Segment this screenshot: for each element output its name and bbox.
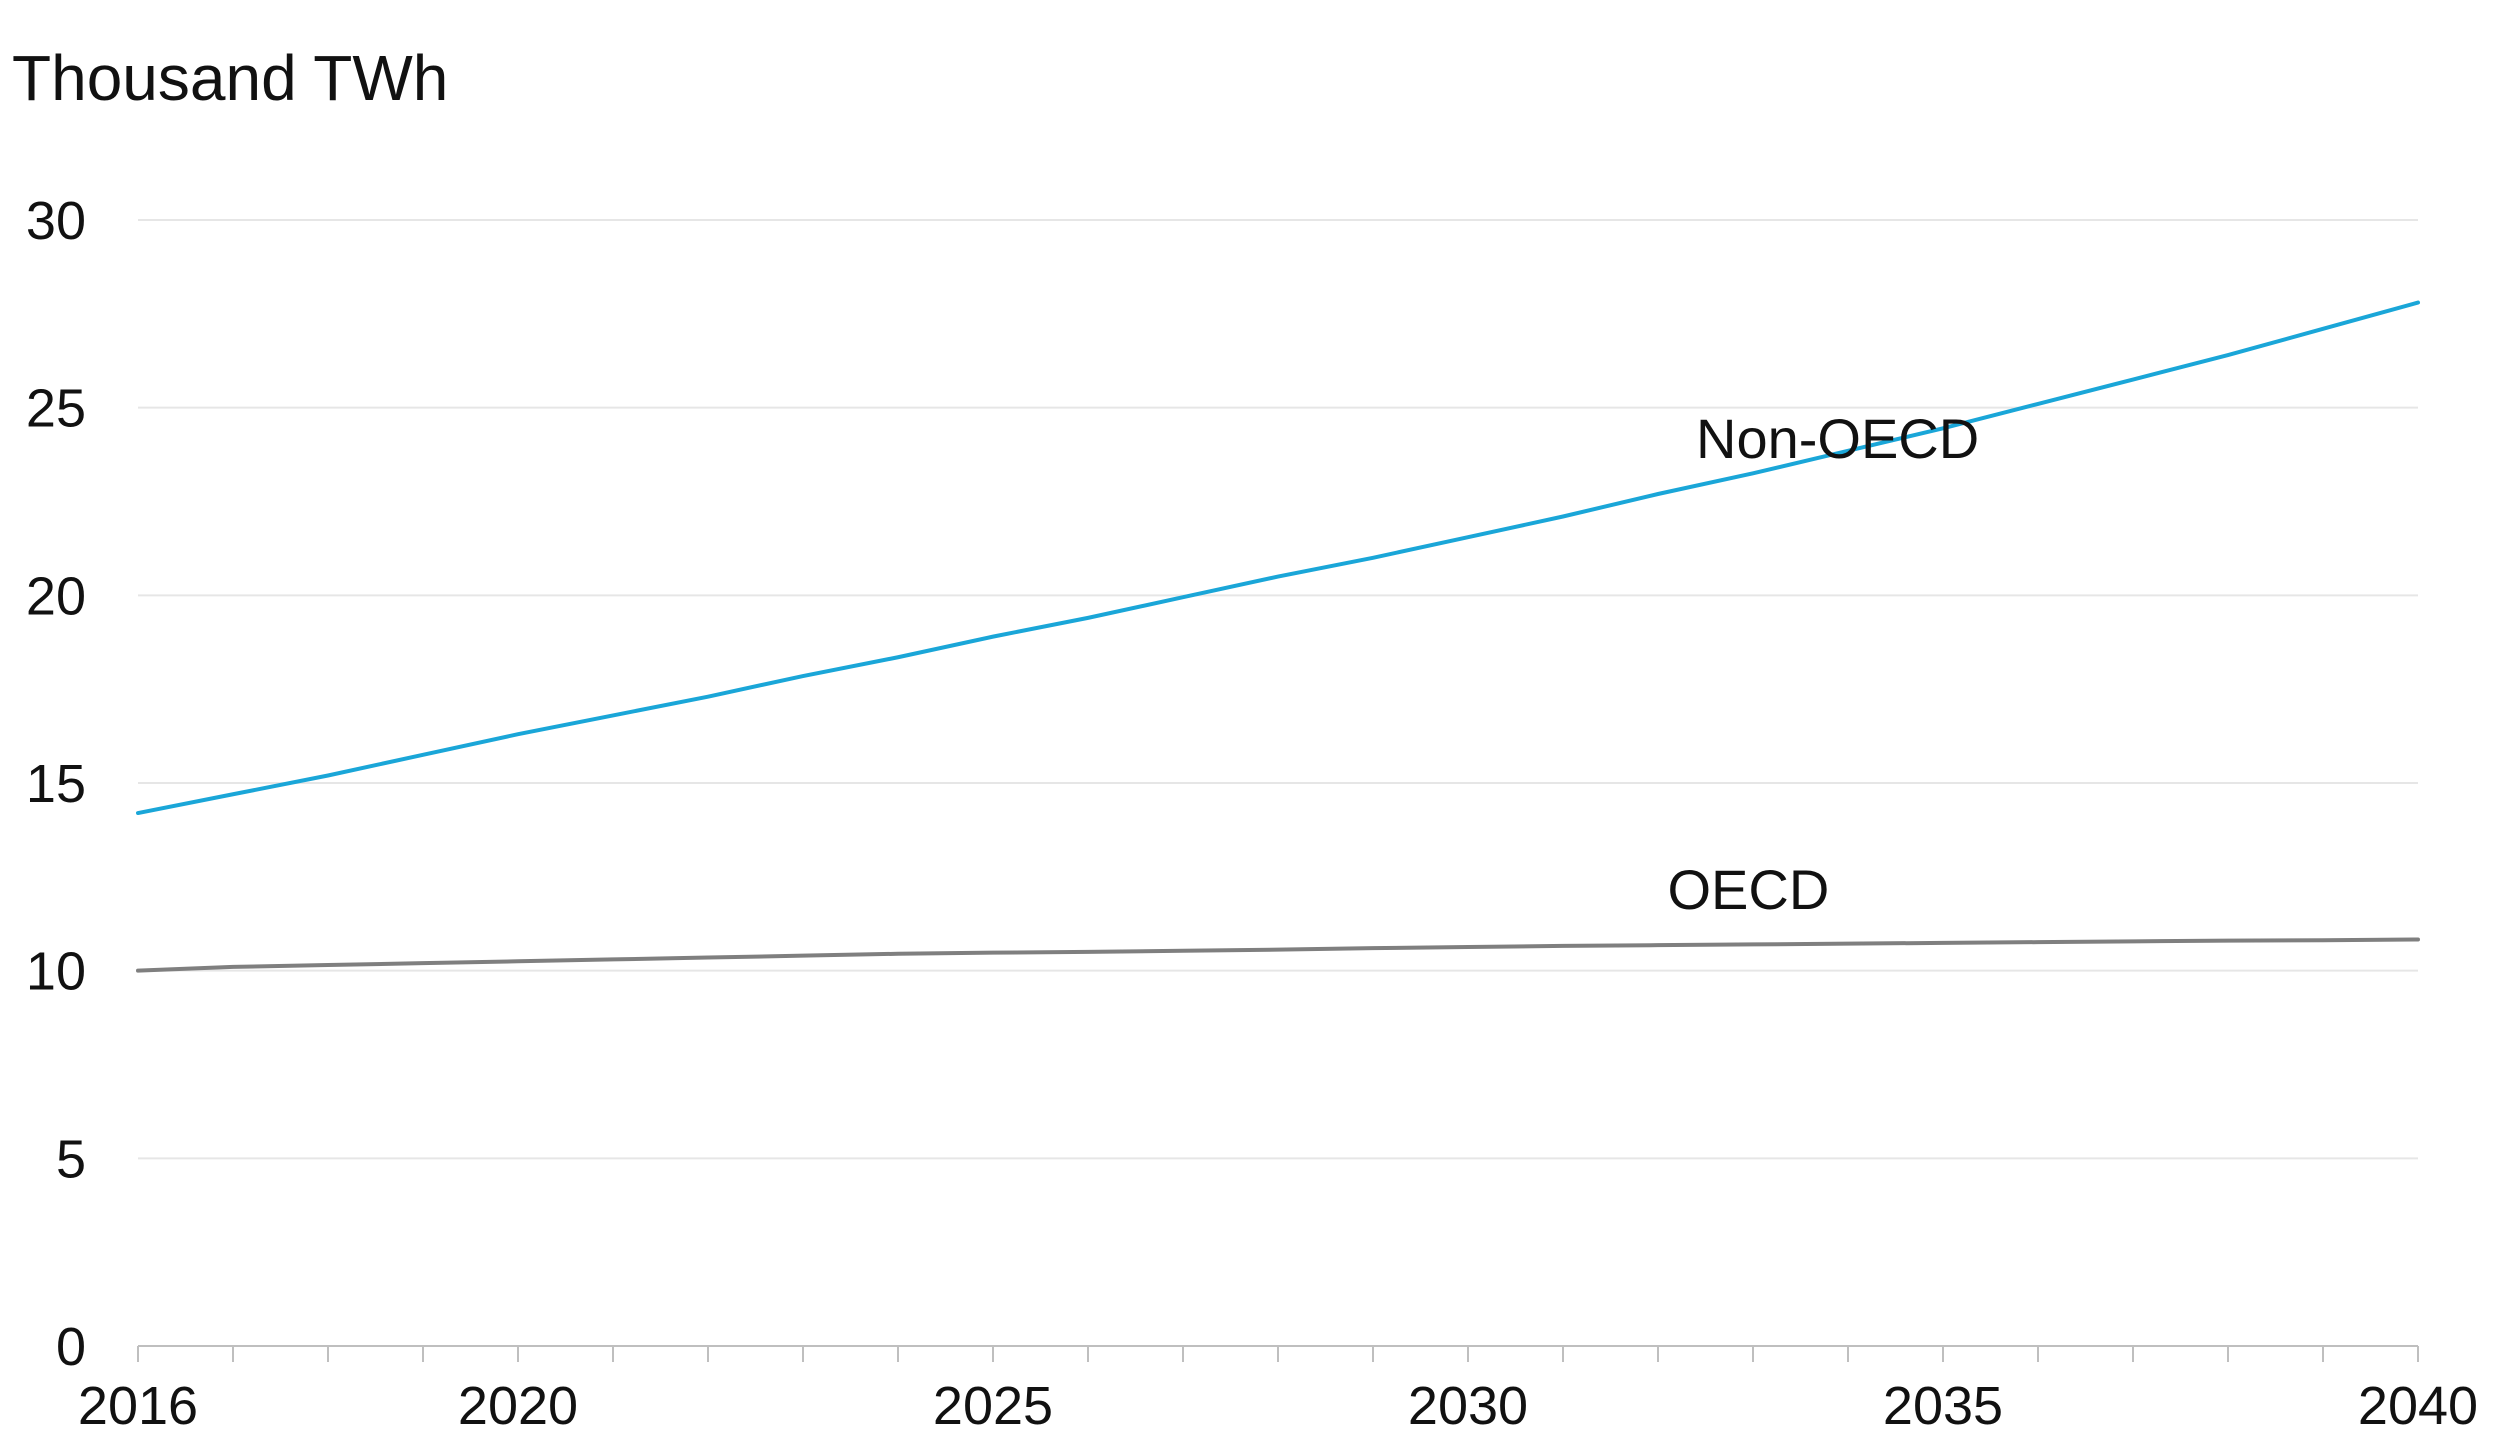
y-tick-label: 10 [26, 942, 86, 1002]
x-tick-label: 2040 [2358, 1376, 2478, 1436]
series-group [136, 300, 2420, 973]
y-tick-label: 15 [26, 754, 86, 814]
x-axis-ticks: 2016 2020 2025 2030 2035 2040 [78, 1376, 2478, 1436]
y-tick-label: 5 [56, 1129, 86, 1189]
series-line-oecd [136, 937, 2420, 973]
y-tick-label: 20 [26, 566, 86, 626]
y-tick-label: 30 [26, 191, 86, 251]
x-tick-label: 2016 [78, 1376, 198, 1436]
axes [137, 1345, 2419, 1362]
y-tick-label: 25 [26, 379, 86, 439]
series-line-non-oecd [136, 300, 2420, 816]
y-axis-ticks: 0 5 10 15 20 25 30 [26, 191, 86, 1377]
gridlines [138, 219, 2418, 1160]
y-axis-unit-label: Thousand TWh [12, 42, 448, 114]
series-label-non-oecd: Non-OECD [1696, 407, 1979, 470]
x-tick-label: 2020 [458, 1376, 578, 1436]
x-tick-label: 2030 [1408, 1376, 1528, 1436]
x-tick-label: 2025 [933, 1376, 1053, 1436]
y-tick-label: 0 [56, 1317, 86, 1377]
series-label-oecd: OECD [1668, 858, 1830, 921]
x-tick-label: 2035 [1883, 1376, 2003, 1436]
series-labels: Non-OECD OECD [1668, 407, 1980, 921]
